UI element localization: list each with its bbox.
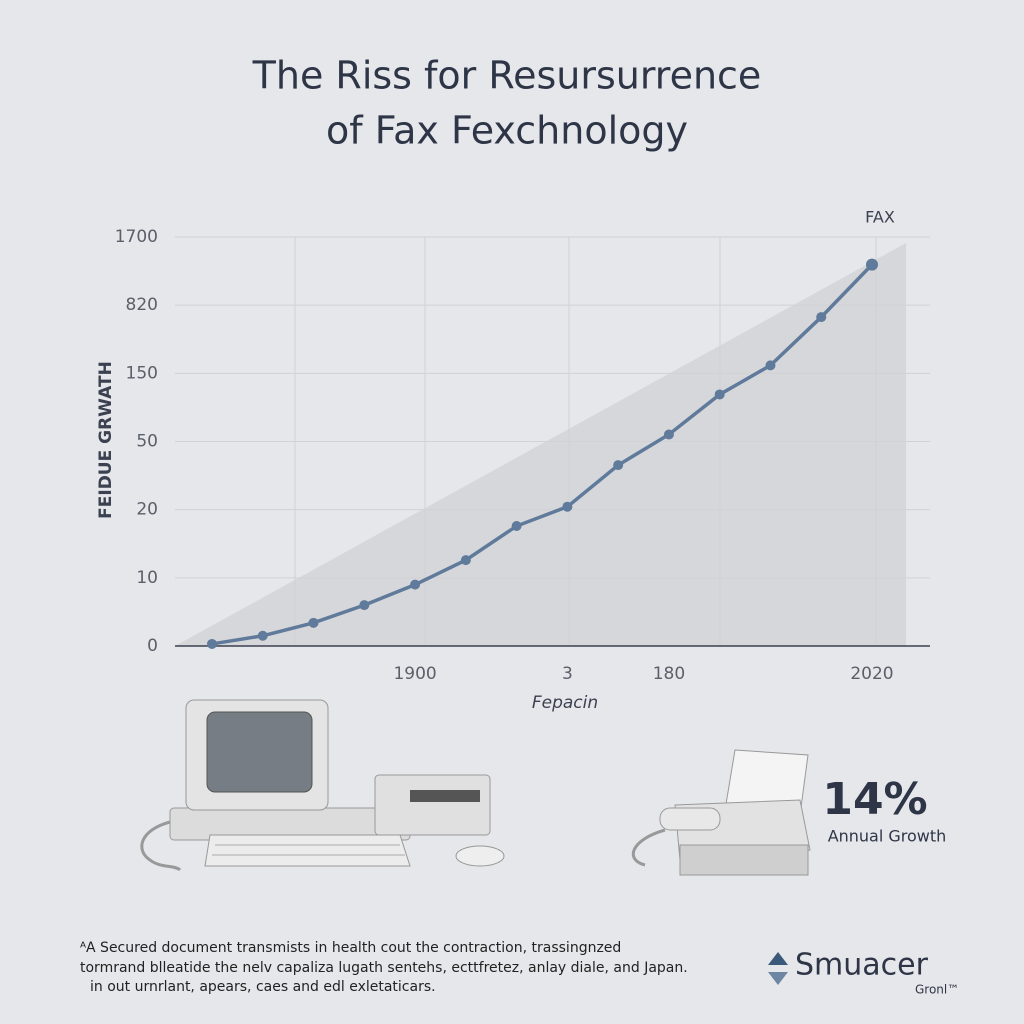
data-point — [866, 258, 878, 271]
y-tick-label: 1700 — [115, 227, 158, 247]
y-tick-label: 820 — [126, 295, 158, 315]
data-point — [308, 617, 319, 628]
fax-illustration — [632, 749, 811, 876]
y-tick-label: 50 — [136, 432, 158, 452]
data-point — [410, 579, 421, 590]
data-point — [562, 501, 573, 512]
data-point — [511, 521, 522, 532]
y-tick-label: 10 — [136, 568, 158, 588]
footer-line: in out urnrlant, apears, caes and edl ex… — [90, 979, 436, 995]
series-line — [211, 263, 874, 646]
data-point — [714, 389, 725, 400]
plot: 0 10 20 50 150 820 1700 1900 3 180 2020 — [115, 227, 930, 684]
shaded-area — [175, 243, 906, 646]
data-point — [663, 429, 674, 440]
footer-line: tormrand blleatide the nelv capaliza lug… — [80, 960, 688, 976]
logo-sub: Gronl™ — [915, 983, 959, 997]
x-tick-label: 1900 — [393, 664, 436, 684]
data-point — [207, 638, 217, 649]
x-tick-label: 180 — [653, 664, 685, 684]
data-point — [359, 600, 370, 611]
y-tick-label: 150 — [126, 363, 158, 383]
data-point — [765, 360, 776, 371]
callout-value: 14% — [822, 774, 927, 825]
computer-illustration — [140, 699, 505, 872]
x-axis-title: Fepacin — [532, 693, 598, 713]
data-point — [460, 555, 471, 566]
x-tick-label: 3 — [562, 664, 573, 684]
y-axis-title: FEIDUE GRWATH — [96, 361, 116, 519]
y-tick-label: 0 — [147, 636, 158, 656]
y-tick-label: 20 — [136, 500, 158, 520]
logo-name: Smuacer — [795, 948, 929, 983]
callout-label: Annual Growth — [828, 827, 947, 846]
footer-line: ᴬA Secured document transmists in health… — [80, 940, 621, 956]
x-tick-label: 2020 — [850, 664, 893, 684]
data-point — [613, 460, 624, 471]
data-point — [257, 630, 268, 641]
title-line: The Riss for Resursurrence — [252, 54, 762, 98]
legend-label: FAX — [865, 208, 895, 227]
data-point — [816, 312, 827, 323]
title-line: of Fax Fexchnology — [326, 109, 688, 153]
logo-icon — [768, 952, 788, 985]
